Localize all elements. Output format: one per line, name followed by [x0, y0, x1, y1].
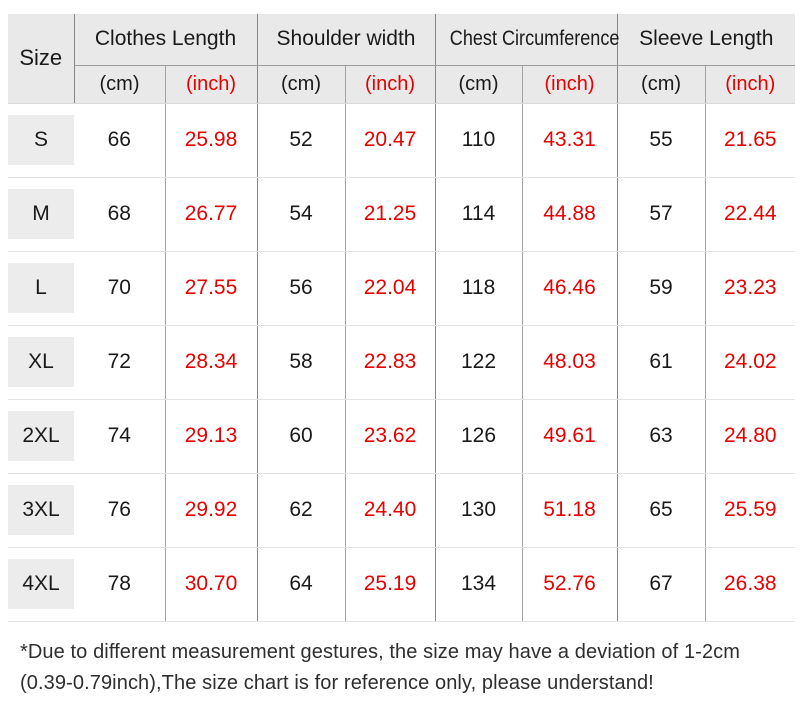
- shoulder-width-cm-header: (cm): [257, 65, 346, 104]
- measurement-cell: 130: [435, 473, 523, 548]
- measurement-cell: 66: [74, 103, 166, 178]
- size-row-l: L 70 27.55 56 22.04 118 46.46 59 23.23: [8, 251, 796, 326]
- measurement-cell: 122: [435, 325, 523, 400]
- size-label-cell: 2XL: [8, 399, 74, 474]
- measurement-cell: 25.19: [345, 547, 436, 622]
- measurement-cell: 118: [435, 251, 523, 326]
- measurement-cell: 114: [435, 177, 523, 252]
- measurement-cell: 51.18: [522, 473, 618, 548]
- measurement-cell: 29.92: [165, 473, 258, 548]
- chest-circumference-inch-header: (inch): [522, 65, 618, 104]
- measurement-cell: 43.31: [522, 103, 618, 178]
- measurement-cell: 25.98: [165, 103, 258, 178]
- measurement-cell: 23.62: [345, 399, 436, 474]
- measurement-cell: 24.80: [705, 399, 796, 474]
- measurement-cell: 54: [257, 177, 346, 252]
- size-label-chip: S: [8, 115, 74, 165]
- measurement-cell: 25.59: [705, 473, 796, 548]
- sleeve-length-header: Sleeve Length: [617, 14, 796, 66]
- chest-circumference-cm-header: (cm): [435, 65, 523, 104]
- size-label-chip: 4XL: [8, 559, 74, 609]
- size-label-cell: 4XL: [8, 547, 74, 622]
- measurement-cell: 60: [257, 399, 346, 474]
- measurement-cell: 57: [617, 177, 706, 252]
- size-label-cell: M: [8, 177, 74, 252]
- measurement-cell: 70: [74, 251, 166, 326]
- measurement-cell: 56: [257, 251, 346, 326]
- measurement-cell: 62: [257, 473, 346, 548]
- size-label-cell: S: [8, 103, 74, 178]
- chest-circumference-header: Chest Circumference: [435, 14, 619, 66]
- measurement-cell: 30.70: [165, 547, 258, 622]
- measurement-cell: 23.23: [705, 251, 796, 326]
- measurement-cell: 22.83: [345, 325, 436, 400]
- size-column-header: Size: [8, 14, 75, 104]
- measurement-cell: 27.55: [165, 251, 258, 326]
- size-row-4xl: 4XL 78 30.70 64 25.19 134 52.76 67 26.38: [8, 547, 796, 622]
- shoulder-width-inch-header: (inch): [345, 65, 436, 104]
- measurement-cell: 78: [74, 547, 166, 622]
- size-chart-table: Size Clothes Length Shoulder width Chest…: [8, 14, 796, 622]
- column-group-header-row: Size Clothes Length Shoulder width Chest…: [8, 14, 796, 104]
- sleeve-length-inch-header: (inch): [705, 65, 796, 104]
- shoulder-width-header: Shoulder width: [257, 14, 436, 66]
- measurement-cell: 52.76: [522, 547, 618, 622]
- clothes-length-header: Clothes Length: [74, 14, 258, 66]
- size-row-3xl: 3XL 76 29.92 62 24.40 130 51.18 65 25.59: [8, 473, 796, 548]
- footnote: *Due to different measurement gestures, …: [20, 637, 740, 699]
- measurement-cell: 67: [617, 547, 706, 622]
- measurement-cell: 76: [74, 473, 166, 548]
- measurement-cell: 110: [435, 103, 523, 178]
- size-label-cell: XL: [8, 325, 74, 400]
- measurement-cell: 74: [74, 399, 166, 474]
- footnote-line-2: (0.39-0.79inch),The size chart is for re…: [20, 672, 654, 694]
- measurement-cell: 22.04: [345, 251, 436, 326]
- clothes-length-cm-header: (cm): [74, 65, 166, 104]
- size-label-cell: 3XL: [8, 473, 74, 548]
- measurement-cell: 126: [435, 399, 523, 474]
- size-label-chip: L: [8, 263, 74, 313]
- measurement-cell: 64: [257, 547, 346, 622]
- clothes-length-inch-header: (inch): [165, 65, 258, 104]
- measurement-cell: 59: [617, 251, 706, 326]
- size-label-chip: 3XL: [8, 485, 74, 535]
- measurement-cell: 68: [74, 177, 166, 252]
- unit-header-row: (cm) (inch) (cm) (inch) (cm) (inch) (cm)…: [8, 65, 796, 104]
- size-row-m: M 68 26.77 54 21.25 114 44.88 57 22.44: [8, 177, 796, 252]
- measurement-cell: 61: [617, 325, 706, 400]
- measurement-cell: 26.38: [705, 547, 796, 622]
- size-row-xl: XL 72 28.34 58 22.83 122 48.03 61 24.02: [8, 325, 796, 400]
- measurement-cell: 72: [74, 325, 166, 400]
- measurement-cell: 63: [617, 399, 706, 474]
- size-row-s: S 66 25.98 52 20.47 110 43.31 55 21.65: [8, 103, 796, 178]
- chest-circumference-label: Chest Circumference: [449, 27, 619, 51]
- measurement-cell: 21.25: [345, 177, 436, 252]
- measurement-cell: 55: [617, 103, 706, 178]
- measurement-cell: 29.13: [165, 399, 258, 474]
- measurement-cell: 48.03: [522, 325, 618, 400]
- measurement-cell: 24.02: [705, 325, 796, 400]
- measurement-cell: 52: [257, 103, 346, 178]
- size-label-chip: M: [8, 189, 74, 239]
- sleeve-length-cm-header: (cm): [617, 65, 706, 104]
- measurement-cell: 49.61: [522, 399, 618, 474]
- measurement-cell: 22.44: [705, 177, 796, 252]
- footnote-line-1: *Due to different measurement gestures, …: [20, 641, 741, 663]
- size-label-chip: 2XL: [8, 411, 74, 461]
- measurement-cell: 58: [257, 325, 346, 400]
- size-row-2xl: 2XL 74 29.13 60 23.62 126 49.61 63 24.80: [8, 399, 796, 474]
- measurement-cell: 134: [435, 547, 523, 622]
- size-label-chip: XL: [8, 337, 74, 387]
- measurement-cell: 24.40: [345, 473, 436, 548]
- measurement-cell: 46.46: [522, 251, 618, 326]
- size-label-cell: L: [8, 251, 74, 326]
- measurement-cell: 65: [617, 473, 706, 548]
- measurement-cell: 20.47: [345, 103, 436, 178]
- measurement-cell: 28.34: [165, 325, 258, 400]
- measurement-cell: 26.77: [165, 177, 258, 252]
- size-chart: Size Clothes Length Shoulder width Chest…: [8, 14, 796, 622]
- measurement-cell: 21.65: [705, 103, 796, 178]
- measurement-cell: 44.88: [522, 177, 618, 252]
